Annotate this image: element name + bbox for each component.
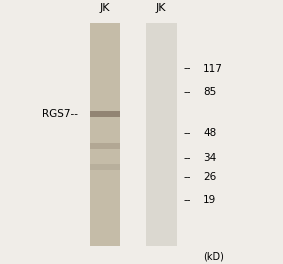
- Text: (kD): (kD): [203, 251, 224, 261]
- Bar: [90, 164, 121, 170]
- Text: --: --: [184, 128, 191, 138]
- Text: --: --: [184, 87, 191, 97]
- Bar: [146, 23, 177, 246]
- Text: 85: 85: [203, 87, 216, 97]
- Text: --: --: [184, 195, 191, 205]
- Text: 117: 117: [203, 64, 223, 74]
- Bar: [90, 143, 121, 149]
- Text: JK: JK: [100, 3, 110, 13]
- Text: 34: 34: [203, 153, 216, 163]
- Text: 19: 19: [203, 195, 216, 205]
- Text: --: --: [184, 64, 191, 74]
- Bar: [90, 111, 121, 117]
- Text: RGS7--: RGS7--: [42, 109, 78, 119]
- Text: --: --: [184, 153, 191, 163]
- Text: --: --: [184, 172, 191, 182]
- Text: JK: JK: [156, 3, 166, 13]
- Text: 26: 26: [203, 172, 216, 182]
- Bar: [90, 23, 121, 246]
- Text: 48: 48: [203, 128, 216, 138]
